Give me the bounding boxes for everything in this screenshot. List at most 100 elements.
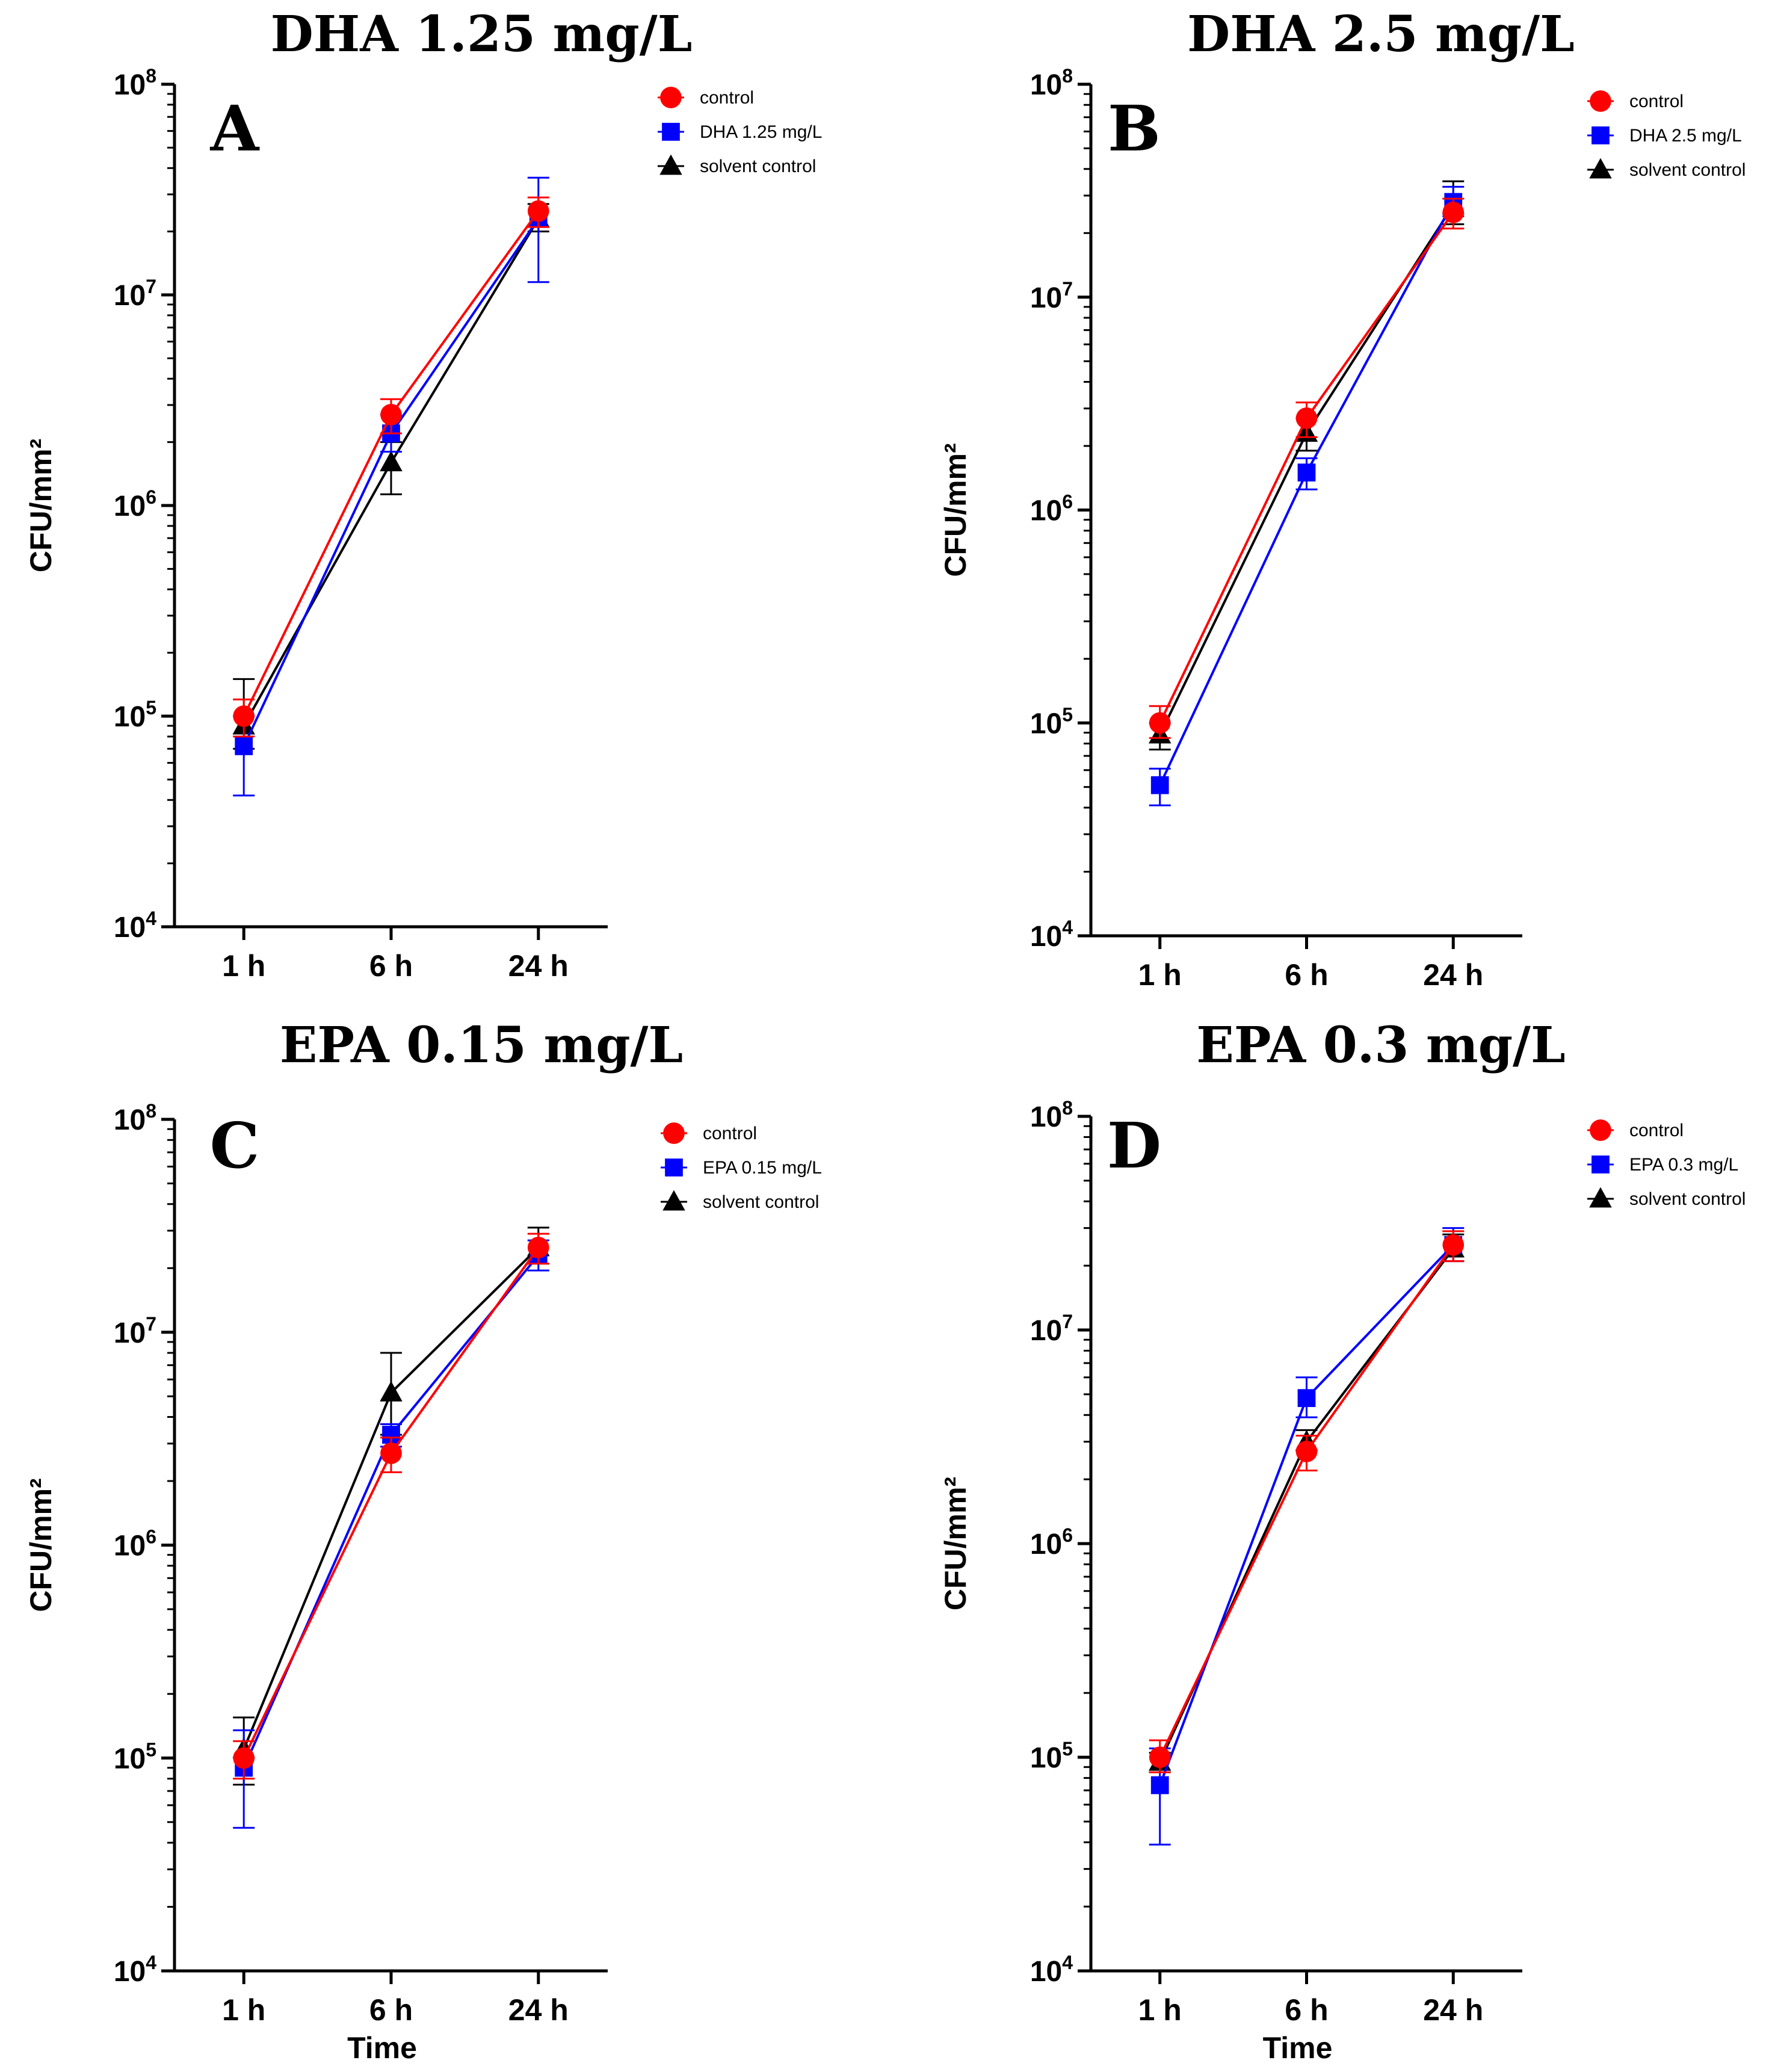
y-tick-exponent: 4 — [146, 908, 156, 929]
y-tick-exponent: 5 — [146, 697, 156, 719]
x-axis-label: Time — [1263, 2031, 1333, 2065]
legend-marker — [662, 1190, 685, 1211]
y-tick-label: 107 — [114, 276, 156, 312]
y-tick-exponent: 7 — [1062, 278, 1073, 300]
y-tick-exponent: 8 — [146, 65, 156, 87]
y-tick-label: 105 — [114, 697, 156, 733]
data-point — [1442, 1234, 1465, 1256]
x-tick-label: 24 h — [1423, 958, 1483, 992]
legend-label: solvent control — [700, 156, 816, 176]
panel-title: EPA 0.3 mg/L — [1196, 1016, 1565, 1074]
data-point — [380, 1381, 403, 1402]
legend-label: solvent control — [1629, 1189, 1746, 1209]
y-tick-base: 10 — [1030, 1742, 1062, 1774]
data-point — [233, 1747, 255, 1769]
y-tick-base: 10 — [1030, 921, 1062, 953]
legend-label: EPA 0.3 mg/L — [1629, 1155, 1738, 1175]
y-tick-label: 106 — [1030, 1524, 1073, 1560]
series-circle — [1149, 197, 1465, 739]
y-tick-exponent: 5 — [1062, 704, 1073, 725]
y-tick-base: 10 — [1030, 69, 1062, 101]
data-point — [1442, 202, 1465, 223]
y-tick-label: 107 — [114, 1313, 156, 1349]
legend-marker — [1591, 1155, 1610, 1174]
legend-marker — [665, 1158, 683, 1177]
legend-marker — [1589, 1187, 1612, 1208]
legend-marker — [660, 87, 682, 108]
panel-letter: A — [210, 91, 260, 165]
x-tick-label: 24 h — [1423, 1993, 1483, 2027]
legend-label: control — [700, 88, 754, 108]
panel-letter: B — [1108, 91, 1161, 165]
y-tick-base: 10 — [1030, 1101, 1062, 1133]
y-tick-exponent: 6 — [146, 1526, 156, 1548]
y-tick-label: 108 — [1030, 1097, 1073, 1133]
y-tick-base: 10 — [114, 1317, 146, 1349]
series-line — [1158, 1244, 1454, 1758]
y-tick-label: 108 — [1030, 65, 1073, 101]
data-point — [1150, 776, 1169, 794]
y-tick-label: 106 — [1030, 491, 1073, 527]
legend: control DHA 1.25 mg/L solvent control — [658, 87, 822, 176]
y-tick-label: 105 — [1030, 704, 1073, 740]
y-tick-base: 10 — [114, 1530, 146, 1562]
data-point — [1150, 1776, 1169, 1795]
series-line — [242, 1246, 540, 1759]
y-axis-label: CFU/mm² — [24, 1478, 58, 1612]
panel-title: EPA 0.15 mg/L — [280, 1016, 683, 1074]
y-axis-label: CFU/mm² — [24, 439, 58, 572]
legend-marker — [1591, 126, 1610, 144]
y-tick-exponent: 8 — [1062, 65, 1073, 87]
legend: control EPA 0.15 mg/L solvent control — [661, 1122, 822, 1212]
y-tick-base: 10 — [114, 490, 146, 522]
legend-label: DHA 2.5 mg/L — [1629, 126, 1742, 146]
data-point — [233, 705, 255, 727]
legend-label: control — [703, 1124, 757, 1143]
x-tick-label: 6 h — [369, 1993, 413, 2027]
x-tick-label: 1 h — [1138, 958, 1182, 992]
x-tick-label: 1 h — [1138, 1993, 1182, 2027]
legend-marker — [1590, 90, 1611, 112]
y-tick-base: 10 — [114, 912, 146, 944]
series-circle — [233, 196, 549, 738]
data-point — [380, 1443, 402, 1464]
series-square — [233, 1239, 549, 1829]
x-tick-label: 24 h — [508, 949, 569, 983]
y-tick-label: 104 — [1030, 1952, 1073, 1988]
legend-marker — [663, 1122, 685, 1144]
series-triangle — [232, 1226, 550, 1786]
y-tick-label: 106 — [114, 486, 156, 522]
y-tick-label: 104 — [1030, 917, 1073, 953]
y-tick-exponent: 6 — [1062, 491, 1073, 513]
legend-marker — [1589, 158, 1612, 179]
y-tick-base: 10 — [1030, 282, 1062, 314]
panel-title: DHA 1.25 mg/L — [271, 5, 693, 63]
data-point — [527, 200, 549, 222]
y-tick-exponent: 7 — [146, 276, 156, 297]
y-tick-base: 10 — [1030, 495, 1062, 527]
y-tick-exponent: 4 — [1062, 1952, 1073, 1973]
legend: control EPA 0.3 mg/L solvent control — [1587, 1119, 1746, 1209]
legend-label: solvent control — [1629, 160, 1746, 180]
x-axis-label: Time — [347, 2031, 417, 2065]
data-point — [235, 737, 253, 755]
data-point — [1295, 407, 1318, 429]
y-tick-base: 10 — [114, 280, 146, 312]
y-tick-base: 10 — [1030, 1315, 1062, 1347]
y-tick-exponent: 6 — [1062, 1524, 1073, 1546]
y-tick-label: 104 — [114, 1952, 156, 1988]
series-line — [1158, 1244, 1454, 1786]
panel-letter: D — [1107, 1109, 1161, 1183]
y-tick-base: 10 — [114, 1956, 146, 1988]
y-tick-base: 10 — [1030, 708, 1062, 740]
panel-title: DHA 2.5 mg/L — [1187, 5, 1575, 63]
y-tick-label: 108 — [114, 65, 156, 101]
x-tick-label: 24 h — [508, 1993, 569, 2027]
y-tick-base: 10 — [1030, 1956, 1062, 1988]
y-tick-label: 107 — [1030, 278, 1073, 314]
legend-marker — [659, 154, 682, 175]
